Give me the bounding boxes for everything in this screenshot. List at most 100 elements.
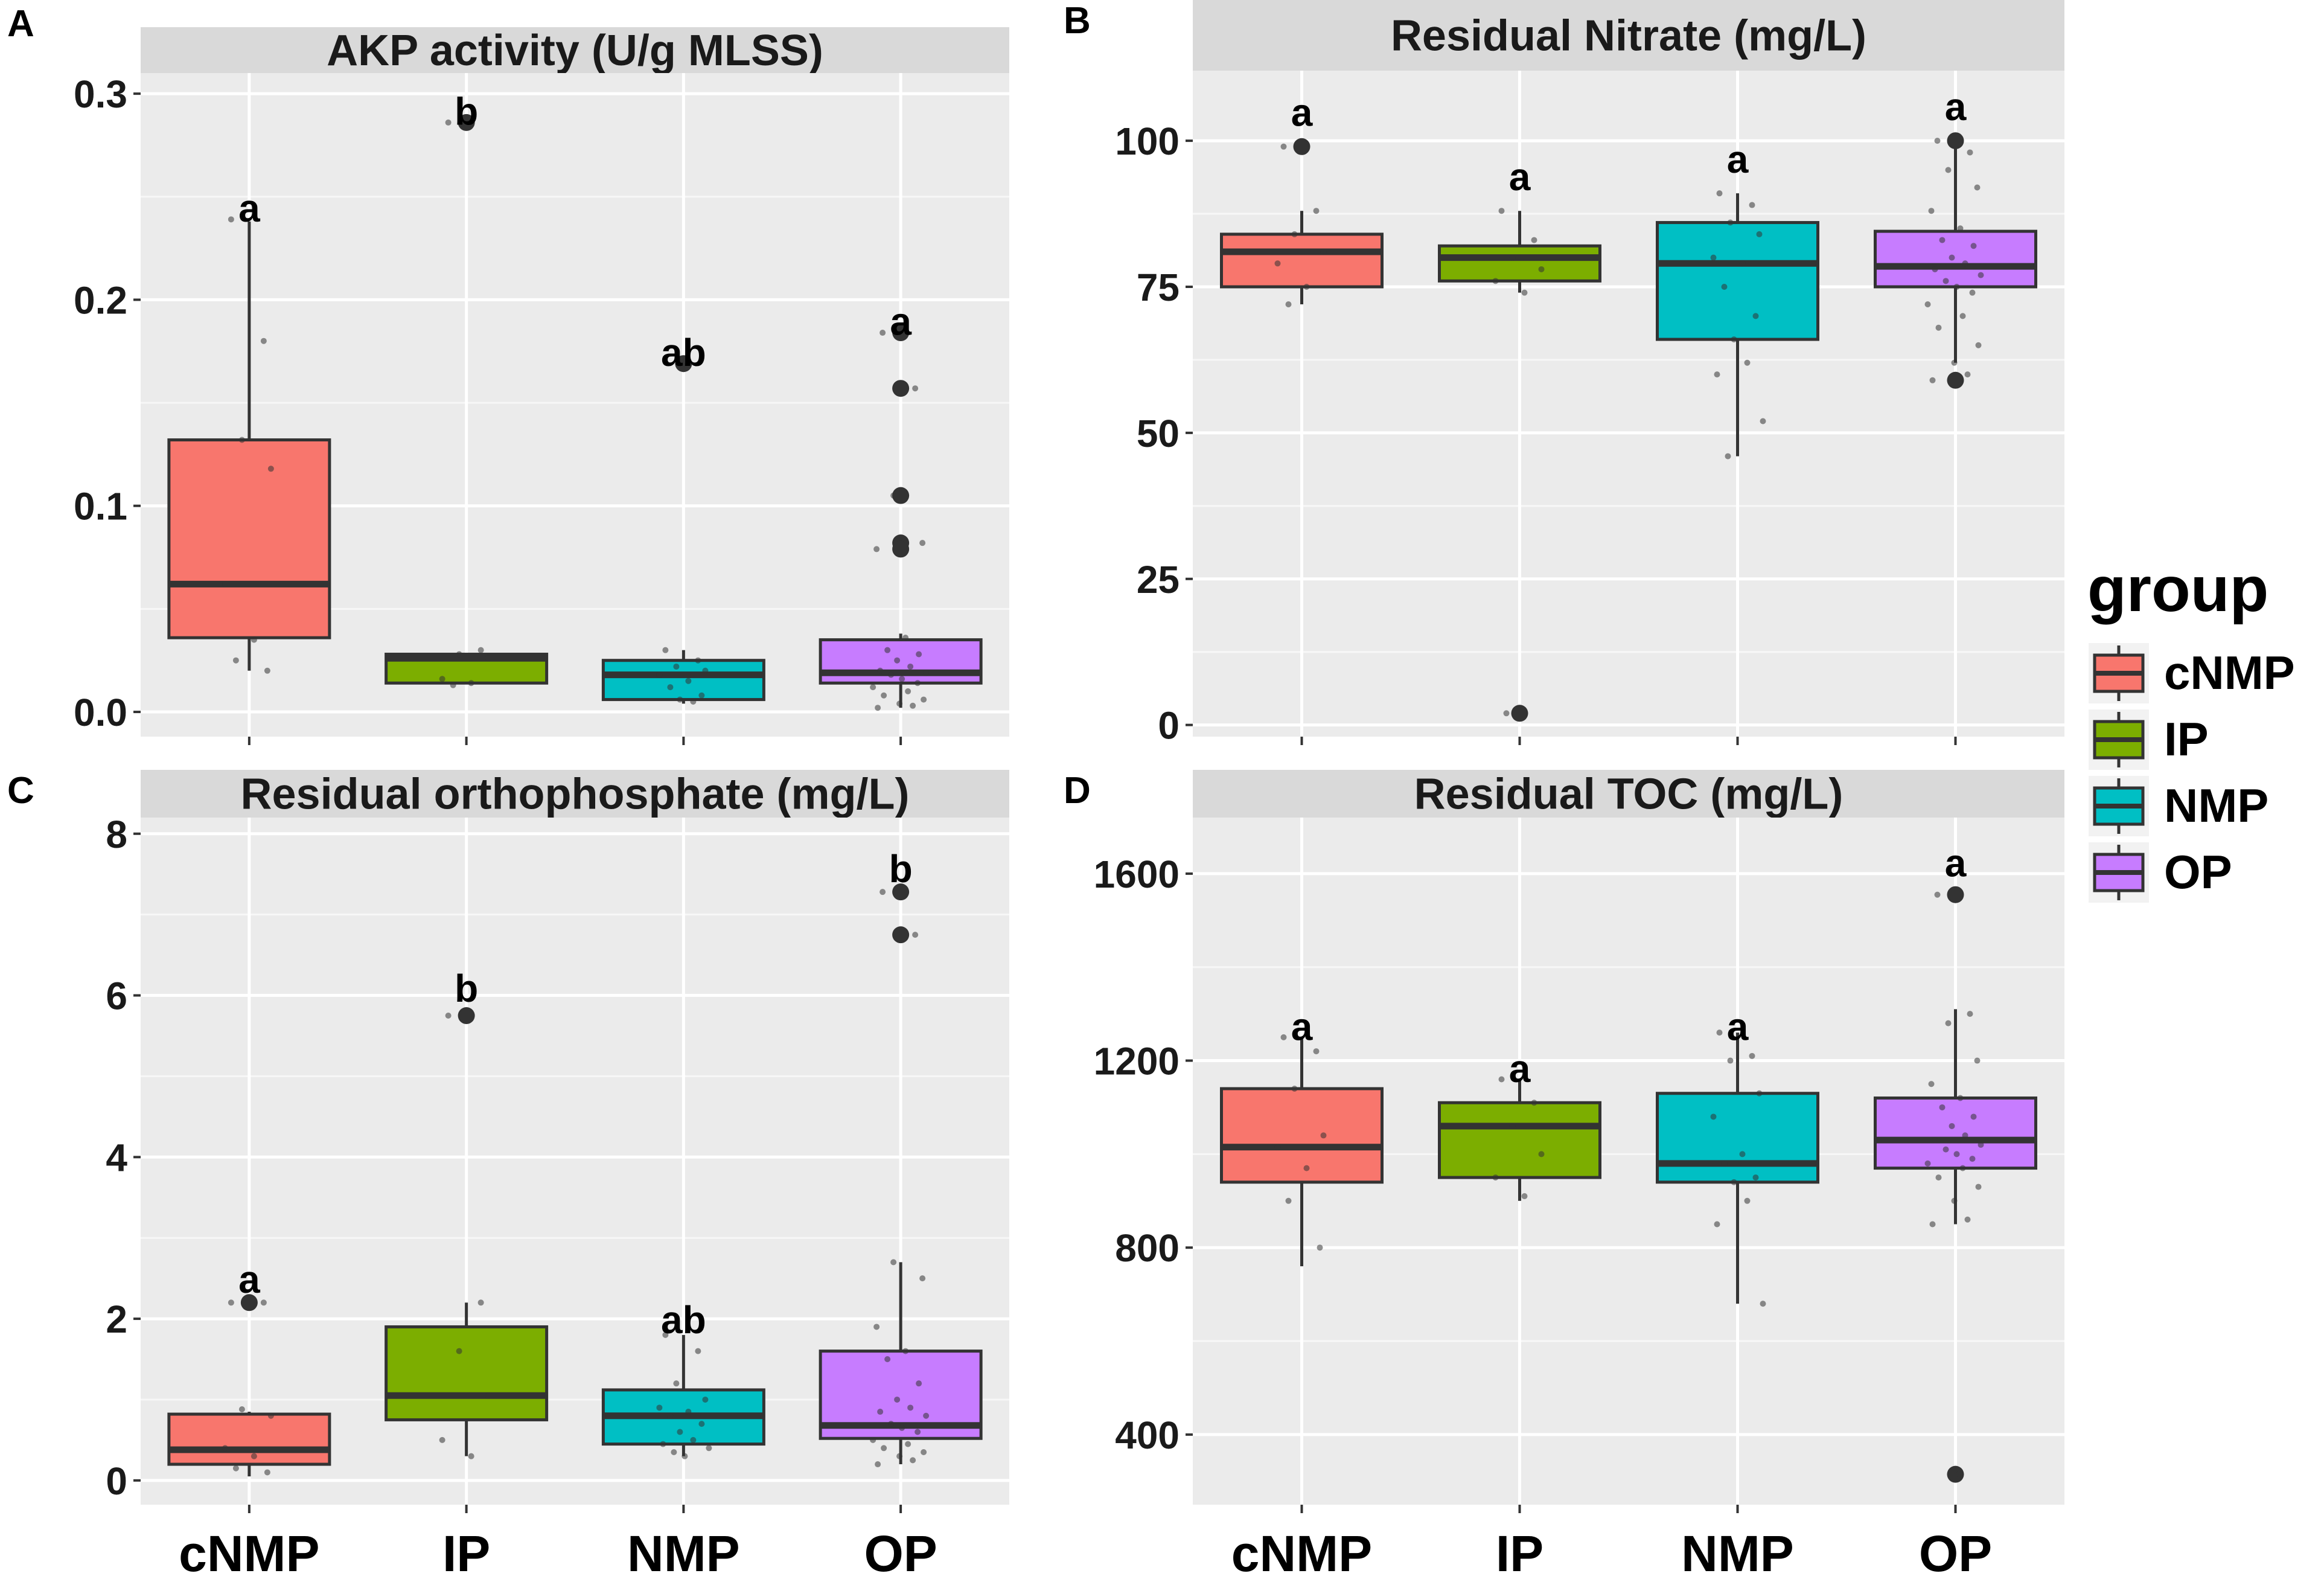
data-point — [1721, 283, 1728, 290]
data-point — [1934, 891, 1941, 898]
data-point — [875, 1461, 881, 1468]
data-point — [1956, 1471, 1962, 1478]
data-point — [1285, 1197, 1292, 1204]
x-tick-label: IP — [442, 1525, 490, 1582]
data-point — [1975, 342, 1982, 348]
data-point — [1320, 248, 1327, 255]
data-point — [1716, 190, 1723, 197]
data-point — [238, 1406, 245, 1413]
data-point — [238, 437, 245, 443]
data-point — [445, 1013, 452, 1019]
data-point — [1959, 313, 1966, 319]
data-point — [1744, 359, 1751, 366]
box-OP — [1874, 229, 2037, 289]
box-cNMP — [167, 438, 331, 639]
outlier-point — [1947, 1465, 1964, 1483]
panel-B: B Residual Nitrate (mg/L) 0 25 50 75 100 a a a a — [1064, 0, 2064, 748]
data-point — [896, 1453, 903, 1459]
data-point — [1714, 1221, 1720, 1228]
significance-letter: a — [1727, 1005, 1749, 1048]
data-point — [690, 698, 697, 705]
data-point — [445, 119, 452, 126]
data-point — [251, 636, 257, 643]
significance-letter: a — [238, 187, 260, 230]
data-point — [1928, 1081, 1935, 1087]
data-point — [673, 663, 680, 670]
y-tick-label: 400 — [1115, 1414, 1180, 1457]
data-point — [685, 677, 692, 684]
data-point — [1731, 1179, 1737, 1185]
data-point — [1731, 336, 1737, 343]
y-tick-label: 0 — [1158, 704, 1180, 748]
facet-strip — [1193, 770, 2064, 818]
data-point — [1710, 254, 1717, 261]
data-point — [1291, 1086, 1298, 1092]
box-NMP — [1656, 1092, 1819, 1184]
facet-strip — [141, 770, 1009, 818]
data-point — [1932, 266, 1938, 272]
data-point — [267, 1412, 274, 1419]
significance-letter: a — [238, 1258, 260, 1301]
y-tick-label: 800 — [1115, 1226, 1180, 1270]
data-point — [873, 1324, 880, 1330]
data-point — [1939, 1104, 1946, 1110]
data-point — [1744, 1197, 1751, 1204]
y-tick-label: 25 — [1137, 558, 1180, 601]
y-tick-label: 1200 — [1094, 1040, 1180, 1083]
data-point — [1498, 1076, 1505, 1083]
legend-label: cNMP — [2164, 646, 2295, 699]
data-point — [888, 671, 895, 678]
data-point — [485, 1392, 491, 1399]
data-point — [485, 655, 491, 662]
data-point — [1313, 208, 1320, 214]
data-point — [1935, 324, 1942, 331]
data-point — [1951, 1197, 1958, 1204]
data-point — [698, 692, 705, 699]
box-IP — [1438, 244, 1601, 283]
data-point — [1752, 313, 1759, 319]
data-point — [890, 1259, 897, 1266]
box-IP — [385, 1325, 549, 1421]
data-point — [1492, 278, 1499, 284]
data-point — [1943, 1146, 1949, 1153]
legend-item-OP: OP — [2089, 842, 2232, 903]
data-point — [1969, 289, 1976, 296]
data-point — [1274, 1144, 1281, 1150]
legend-item-NMP: NMP — [2089, 776, 2268, 836]
data-point — [1964, 371, 1971, 378]
panel-letter: B — [1064, 0, 1091, 42]
data-point — [894, 1396, 901, 1403]
panel-D: D Residual TOC (mg/L) 400 800 1200 1600 a a a a cN… — [1064, 770, 2064, 1582]
significance-letter: a — [1945, 842, 1967, 885]
data-point — [1291, 231, 1298, 237]
data-point — [1962, 260, 1968, 267]
data-point — [702, 1396, 709, 1403]
significance-letter: a — [1291, 1005, 1313, 1048]
data-point — [228, 1299, 234, 1306]
data-point — [232, 1465, 239, 1471]
data-point — [905, 1441, 911, 1447]
data-point — [912, 385, 919, 392]
facet-strip — [141, 27, 1009, 73]
significance-letter: b — [889, 847, 913, 891]
y-tick-label: 75 — [1137, 266, 1180, 309]
data-point — [1928, 208, 1935, 214]
data-point — [1320, 1132, 1327, 1139]
outlier-point — [892, 926, 910, 944]
data-point — [905, 688, 911, 694]
data-point — [468, 1453, 474, 1459]
data-point — [1710, 1113, 1717, 1120]
data-point — [1727, 219, 1734, 226]
data-point — [667, 1412, 674, 1419]
data-point — [1492, 1174, 1499, 1181]
data-point — [673, 1380, 680, 1387]
data-point — [870, 1436, 876, 1443]
box-cNMP — [167, 1412, 331, 1466]
data-point — [1970, 1113, 1977, 1120]
data-point — [921, 696, 927, 703]
data-point — [222, 1445, 228, 1452]
legend-item-IP: IP — [2089, 709, 2209, 770]
panel-letter: C — [7, 770, 34, 812]
data-point — [1509, 254, 1516, 261]
legend-label: OP — [2164, 845, 2232, 898]
